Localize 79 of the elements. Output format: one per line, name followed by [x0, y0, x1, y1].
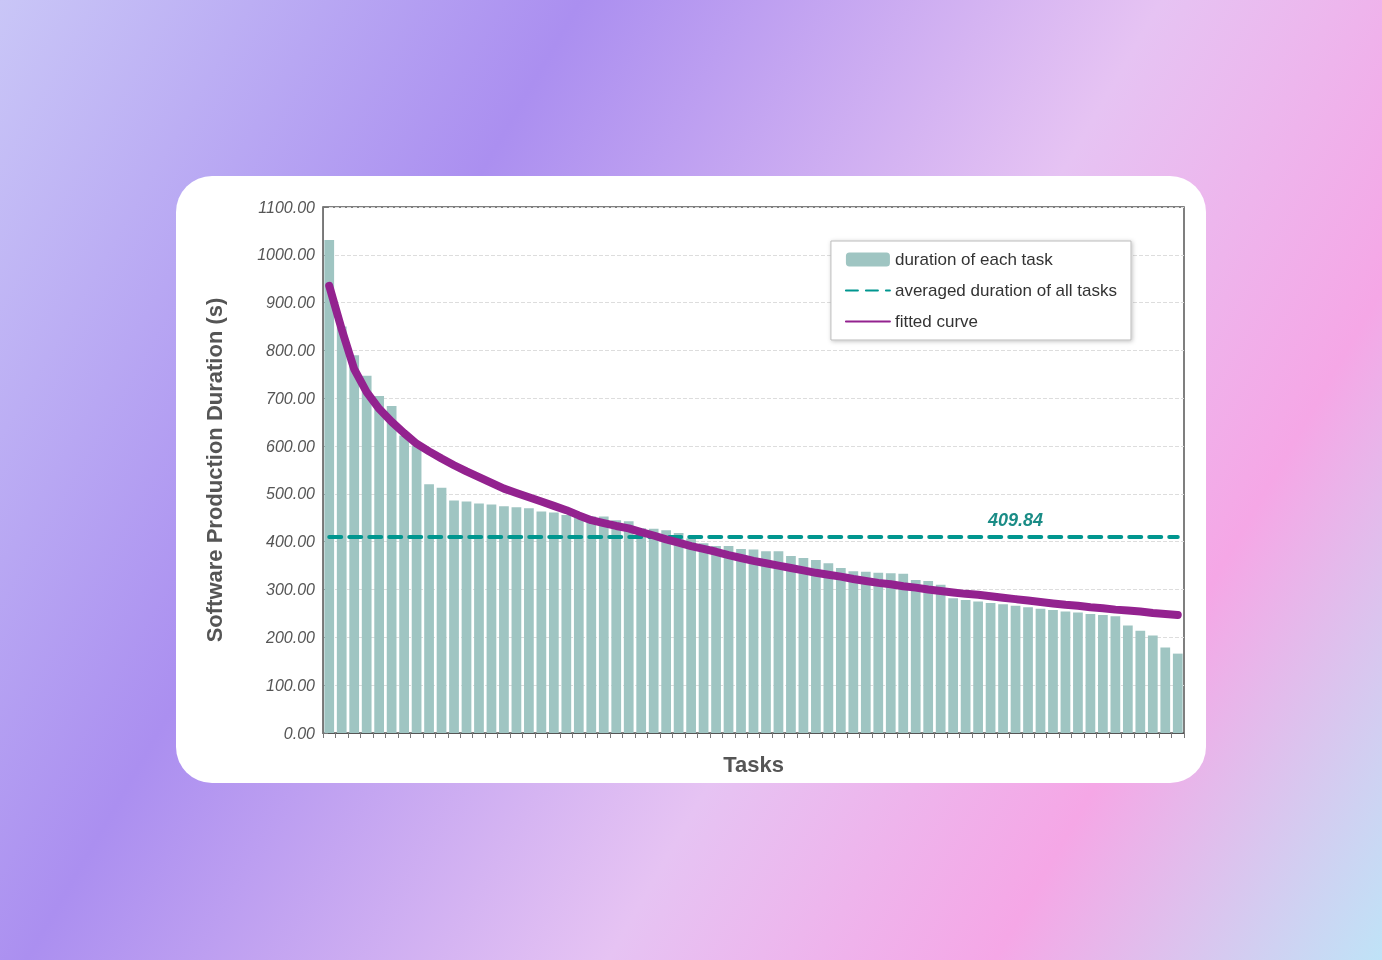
bar — [998, 604, 1008, 733]
bar — [548, 512, 559, 733]
bar — [948, 598, 959, 733]
bar — [536, 511, 547, 733]
bar — [686, 538, 696, 733]
bar — [399, 435, 409, 733]
bar — [648, 528, 659, 733]
y-tick-label: 800.00 — [266, 341, 316, 359]
bar — [1060, 611, 1071, 733]
y-tick-label: 100.00 — [266, 676, 316, 694]
bar — [1098, 614, 1108, 733]
x-axis-title: Tasks — [723, 751, 784, 777]
bar — [1035, 608, 1046, 733]
bar — [898, 573, 909, 733]
y-tick-label: 500.00 — [266, 485, 316, 503]
bar — [436, 487, 447, 733]
bar — [1023, 607, 1033, 733]
bar — [761, 551, 771, 733]
bar — [1160, 647, 1171, 733]
bar — [461, 501, 472, 733]
bar — [923, 580, 934, 733]
bar — [1010, 605, 1021, 733]
y-tick-label: 400.00 — [266, 533, 316, 551]
bar — [598, 516, 609, 733]
bar — [511, 507, 522, 733]
y-axis-title: Software Production Duration (s) — [201, 297, 227, 643]
bar — [411, 445, 422, 733]
bar — [486, 504, 497, 733]
bar — [1073, 612, 1083, 733]
bar — [1085, 613, 1096, 733]
y-tick-label: 600.00 — [266, 437, 316, 455]
bar — [1122, 625, 1133, 733]
bar — [873, 572, 884, 733]
bar — [623, 521, 634, 733]
bar — [860, 571, 871, 733]
bar — [361, 375, 372, 733]
bar — [611, 520, 622, 733]
bar — [910, 579, 921, 733]
bar — [661, 530, 672, 733]
legend-label: fitted curve — [894, 312, 979, 331]
bar — [561, 514, 572, 733]
bar — [474, 503, 484, 733]
bar — [935, 584, 946, 733]
bar — [835, 568, 846, 733]
y-tick-label: 200.00 — [265, 628, 316, 646]
bar — [636, 528, 647, 733]
y-tick-label: 1000.00 — [257, 246, 316, 264]
bar — [1172, 653, 1183, 733]
bar — [449, 500, 459, 733]
bar — [499, 506, 509, 733]
y-tick-label: 300.00 — [266, 581, 316, 599]
bar — [711, 546, 721, 733]
legend-label: averaged duration of all tasks — [894, 281, 1118, 300]
bar — [1110, 616, 1121, 733]
y-tick-label: 900.00 — [266, 294, 316, 312]
bar — [1048, 610, 1058, 733]
bar — [586, 516, 597, 733]
bar — [973, 601, 983, 733]
bar — [786, 556, 796, 733]
bar — [960, 600, 971, 733]
bar — [985, 602, 996, 733]
bar — [349, 355, 360, 733]
y-tick-label: 1100.00 — [258, 198, 316, 216]
bar — [336, 326, 347, 733]
legend-label: duration of each task — [894, 250, 1054, 269]
bar — [736, 548, 746, 733]
bar — [885, 573, 896, 733]
bar — [1135, 630, 1146, 733]
bar — [1147, 635, 1158, 733]
y-tick-label: 700.00 — [266, 389, 316, 407]
bar — [573, 516, 584, 733]
y-tick-label: 0.00 — [283, 724, 316, 742]
bar — [811, 559, 821, 733]
annotation: 409.84 — [987, 510, 1044, 531]
bar — [424, 484, 434, 733]
bar — [524, 508, 534, 733]
bar — [324, 239, 335, 733]
bar — [374, 395, 385, 733]
bar — [848, 571, 859, 733]
